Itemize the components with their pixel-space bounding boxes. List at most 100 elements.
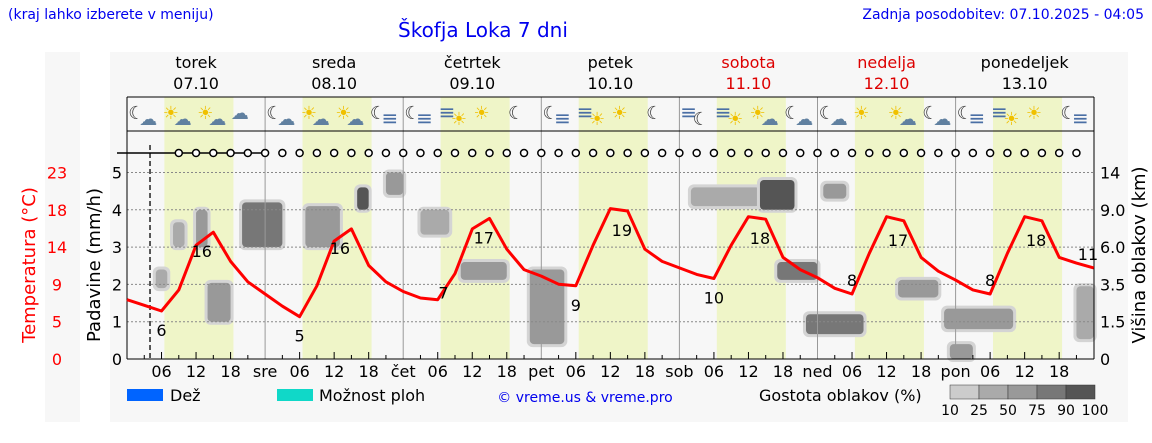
svg-text:☁: ☁: [208, 109, 226, 130]
sun-cloud-icon: ☀☁: [335, 103, 364, 130]
svg-text:☀: ☀: [1026, 103, 1042, 124]
wind-calm-icon: [519, 148, 529, 158]
credit-link[interactable]: © vreme.us & vreme.pro: [497, 390, 672, 406]
temp-tick-label: 23: [47, 164, 67, 183]
moon-cloud-icon: ☾☁: [922, 103, 951, 130]
wind-calm-icon: [657, 148, 667, 158]
sun-cloud-icon: ☀☁: [750, 103, 779, 130]
precip-axis-title: Padavine (mm/h): [84, 188, 105, 342]
svg-text:☾: ☾: [508, 103, 524, 124]
temperature-label: 17: [474, 228, 494, 247]
svg-text:☾: ☾: [784, 103, 800, 124]
page-title: Škofja Loka 7 dni: [398, 18, 568, 42]
wind-calm-icon: [226, 148, 235, 158]
temperature-label: 16: [192, 242, 212, 261]
svg-text:☁: ☁: [312, 109, 330, 130]
wind-calm-icon: [726, 148, 736, 158]
cloud-area: [460, 262, 507, 280]
sun-icon: ☀: [473, 103, 489, 124]
svg-text:☾: ☾: [1060, 103, 1076, 124]
svg-text:☀: ☀: [163, 103, 179, 124]
precip-tick-label: 4: [112, 201, 122, 220]
svg-text:☁: ☁: [231, 103, 249, 124]
svg-text:☀: ☀: [197, 103, 213, 124]
svg-text:☾: ☾: [542, 103, 558, 124]
temperature-label: 18: [1026, 231, 1046, 250]
wind-calm-icon: [1037, 148, 1047, 158]
sun-cloud-icon: ☀☁: [163, 103, 192, 130]
precip-tick-label: 2: [112, 275, 122, 294]
moon-icon: ☾: [508, 103, 524, 124]
svg-text:☁: ☁: [933, 109, 951, 130]
svg-text:≡: ≡: [577, 100, 594, 124]
svg-text:☾: ☾: [370, 103, 386, 124]
svg-text:≡: ≡: [382, 106, 399, 130]
svg-text:≡: ≡: [680, 100, 697, 124]
wind-calm-icon: [985, 148, 995, 158]
x-tick-label: 18: [497, 362, 517, 381]
daylight-band: [854, 97, 924, 359]
x-tick-label: 12: [1014, 362, 1034, 381]
wind-calm-icon: [830, 148, 840, 158]
svg-text:≡: ≡: [554, 106, 571, 130]
temperature-label: 10: [704, 289, 724, 308]
temperature-label: 8: [985, 271, 995, 290]
svg-text:≡: ≡: [1072, 106, 1089, 130]
cloud-height-tick-label: 0: [1100, 350, 1110, 369]
cloud-height-tick-label: 1.5: [1100, 313, 1125, 332]
temperature-label: 5: [295, 327, 305, 346]
svg-text:☾: ☾: [128, 103, 144, 124]
cloud-area: [944, 308, 1014, 330]
wind-calm-icon: [916, 148, 926, 158]
cloud-area: [242, 202, 283, 248]
density-tick-label: 75: [1028, 403, 1046, 419]
wind-calm-icon: [209, 148, 218, 158]
temperature-label: 18: [750, 229, 770, 248]
temperature-label: 9: [571, 296, 581, 315]
x-tick-label: 12: [186, 362, 206, 381]
svg-text:≡: ≡: [715, 100, 732, 124]
precip-tick-label: 5: [112, 164, 122, 183]
cloud-area: [173, 222, 185, 248]
temp-tick-label: 5: [52, 313, 62, 332]
wind-calm-icon: [692, 148, 701, 158]
svg-text:☀: ☀: [727, 109, 743, 130]
day-name: petek: [588, 53, 634, 72]
wind-calm-icon: [329, 148, 339, 158]
svg-text:☁: ☁: [899, 109, 917, 130]
cloud-area: [305, 206, 340, 248]
cloud-area: [777, 262, 818, 280]
day-date: 07.10: [173, 74, 219, 93]
wind-calm-icon: [450, 148, 460, 158]
sun-icon: ☀: [853, 103, 869, 124]
svg-text:≡: ≡: [991, 100, 1008, 124]
cloud-area: [1076, 286, 1094, 340]
wind-calm-icon: [485, 148, 494, 158]
x-day-label: ned: [802, 362, 832, 381]
cloud-area: [823, 183, 847, 199]
x-day-label: sre: [253, 362, 277, 381]
svg-text:☾: ☾: [266, 103, 282, 124]
density-tick-label: 50: [999, 403, 1017, 419]
wind-calm-icon: [675, 148, 684, 158]
fog-moon-icon: ≡☾: [680, 100, 708, 130]
fog-sun-icon: ≡☀: [577, 100, 605, 130]
moon-cloud-icon: ☾☁: [819, 103, 848, 130]
wind-calm-icon: [191, 148, 201, 158]
wind-calm-icon: [934, 148, 943, 158]
x-tick-label: 18: [773, 362, 793, 381]
svg-text:☁: ☁: [139, 109, 157, 130]
moon-cloud-icon: ☾☁: [266, 103, 295, 130]
wind-calm-icon: [813, 148, 822, 158]
daylight-band: [716, 97, 786, 359]
sun-cloud-icon: ☀☁: [301, 103, 330, 130]
x-tick-label: 06: [289, 362, 309, 381]
cloud-height-tick-label: 6.0: [1100, 238, 1125, 257]
wind-calm-icon: [882, 148, 891, 158]
day-name: sobota: [721, 53, 775, 72]
x-tick-label: 18: [1049, 362, 1069, 381]
wind-calm-icon: [761, 148, 770, 158]
density-tick-label: 100: [1082, 403, 1109, 419]
x-day-label: sob: [665, 362, 693, 381]
